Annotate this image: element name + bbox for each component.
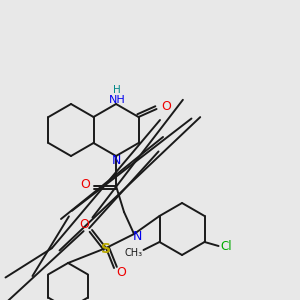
Text: CH₃: CH₃ [124, 248, 142, 258]
Text: H: H [113, 85, 121, 95]
Text: O: O [116, 266, 126, 280]
Text: NH: NH [109, 95, 125, 105]
Text: S: S [101, 242, 111, 256]
Text: O: O [79, 218, 89, 232]
Text: N: N [111, 154, 121, 166]
Text: O: O [162, 100, 172, 113]
Text: N: N [132, 230, 142, 242]
Text: Cl: Cl [221, 241, 232, 254]
Text: O: O [80, 178, 90, 191]
